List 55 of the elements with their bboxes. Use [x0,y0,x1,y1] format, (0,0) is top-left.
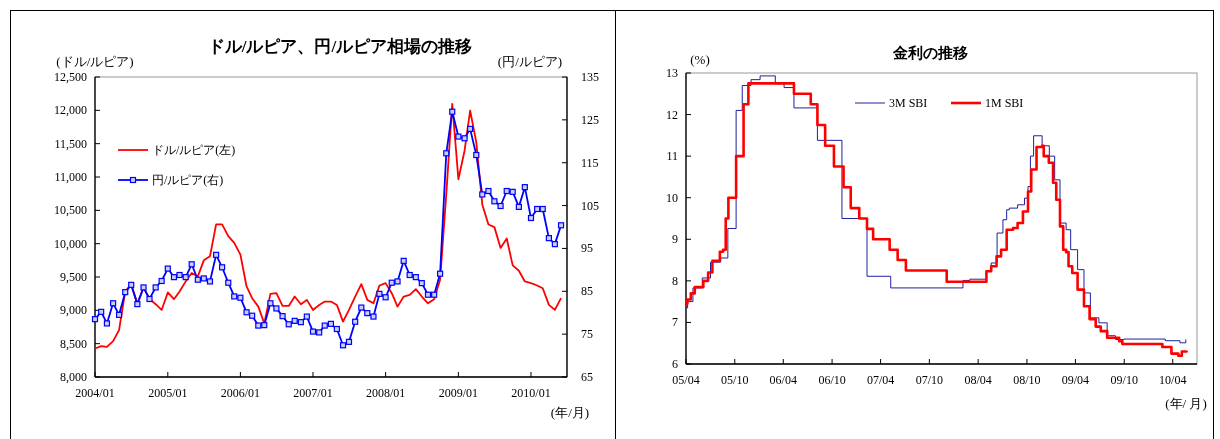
x-tick-label: 2005/01 [148,386,188,400]
y-tick-label: 9,000 [60,303,87,318]
y-tick-label: 8 [672,273,678,288]
y-tick-label: 11,500 [54,136,87,151]
y-tick-label: 11,000 [54,170,87,184]
y-tick-label: 12,500 [54,70,87,84]
chart-title: 金利の推移 [891,45,968,61]
y-tick-label: 10 [666,190,678,205]
x-tick-label: 2008/01 [365,386,406,400]
x-tick-label: 06/04 [769,373,797,387]
x-tick-label: 2009/01 [438,386,479,400]
y-tick-label: 7 [672,315,678,330]
y2-tick-label: 125 [581,112,599,127]
y2-tick-label: 65 [581,370,593,384]
y-tick-label: 11 [666,149,678,164]
x-tick-label: 2007/01 [293,386,333,400]
y2-axis-title: (円/ルピア) [497,54,563,69]
chart-title: ドル/ルピア、円/ルピア相場の推移 [207,37,473,56]
x-tick-label: 2010/01 [511,386,551,400]
y2-tick-label: 135 [581,70,599,84]
x-tick-label: 09/10 [1110,373,1138,387]
legend-label: 1M SBI [985,96,1024,110]
x-tick-label: 05/10 [721,373,749,387]
x-tick-label: 07/10 [915,373,944,387]
y-tick-label: 6 [672,357,678,371]
x-tick-label: 2004/01 [75,386,115,400]
x-tick-label: 08/04 [964,373,992,387]
x-tick-label: 05/04 [672,373,700,387]
x-tick-label: 06/10 [818,373,846,387]
y-tick-label: 9,500 [60,270,87,284]
y-tick-label: 13 [666,66,678,80]
x-tick-label: 08/10 [1013,373,1041,387]
x-tick-label: 07/04 [866,373,895,387]
y-tick-label: 8,500 [60,336,87,351]
y-axis-title: (%) [690,52,710,67]
y-tick-label: 12 [666,107,678,122]
y-tick-label: 8,000 [60,370,87,384]
x-tick-label: 09/04 [1061,373,1090,387]
y-axis-title: (ドル/ルピア) [56,54,134,69]
y2-tick-label: 85 [581,284,593,299]
legend-label: ドル/ルピア(左) [152,143,236,157]
y2-tick-label: 115 [581,155,599,170]
y-tick-label: 12,000 [54,103,87,118]
x-tick-label: 2006/01 [220,386,261,400]
x-tick-label: 10/04 [1159,373,1187,387]
y2-tick-label: 95 [581,241,593,256]
y-tick-label: 10,500 [54,203,87,218]
y2-tick-label: 75 [581,327,593,342]
y-tick-label: 10,000 [54,236,87,251]
x-axis-title: (年/月) [550,405,590,420]
legend-label: 3M SBI [889,96,928,110]
legend-label: 円/ルピア(右) [152,173,224,187]
y-tick-label: 9 [672,232,678,247]
y2-tick-label: 105 [581,198,599,213]
x-axis-title: (年/ 月) [1165,396,1207,411]
